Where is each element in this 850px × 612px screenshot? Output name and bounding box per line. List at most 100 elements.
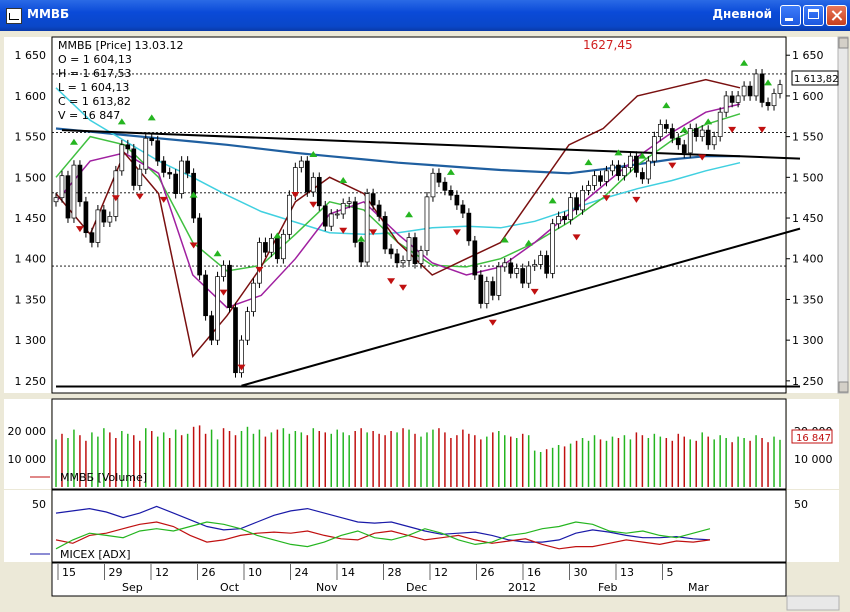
candle-body [657, 124, 663, 137]
price-panel [51, 36, 787, 394]
candle-body [257, 242, 262, 284]
buy-signal-arrow [213, 250, 222, 257]
candle-body [454, 194, 460, 206]
candle-body [292, 167, 298, 196]
buy-signal-arrow [548, 197, 557, 204]
last-price-box [791, 70, 839, 86]
timeframe-label: Дневной [712, 7, 772, 21]
scroll-up-arrow[interactable] [838, 37, 849, 49]
candle-body [95, 209, 101, 243]
candle-body [544, 255, 549, 274]
buy-signal-arrow [740, 59, 749, 66]
price-tick-right: 1 250 [792, 375, 824, 388]
sell-signal-arrow [728, 126, 737, 133]
sell-signal-arrow [452, 229, 461, 236]
candle-body [227, 264, 232, 308]
candle-body [556, 216, 561, 225]
buy-signal-arrow [764, 79, 773, 86]
candle-body [185, 160, 190, 174]
candle-body [412, 237, 418, 264]
scroll-down-arrow[interactable] [838, 381, 849, 393]
chart-app-icon[interactable] [6, 8, 22, 24]
trendline[interactable] [241, 227, 801, 387]
ohlc-info: ММВБ [Price] 13.03.12 O = 1 604,13 H = 1… [58, 39, 183, 122]
candle-body [263, 242, 268, 253]
candle-body [616, 164, 621, 177]
volume-tick-left: 20 000 [8, 425, 47, 438]
overlay-ema-20 [55, 103, 741, 309]
maximize-button[interactable] [803, 5, 824, 26]
candle-body [711, 136, 717, 146]
title-bar[interactable]: ММВБ Дневной [0, 0, 850, 31]
candle-body [460, 204, 466, 214]
buy-signal-arrow [614, 149, 623, 156]
info-title: ММВБ [Price] 13.03.12 [58, 39, 183, 52]
day-label: 10 [248, 566, 262, 579]
candle-body [675, 137, 681, 146]
day-label: 12 [155, 566, 169, 579]
candle-body [406, 237, 412, 261]
sell-signal-arrow [237, 364, 246, 371]
candle-body [592, 175, 597, 186]
buy-signal-arrow [405, 211, 414, 218]
candle-body [735, 95, 741, 103]
trendline[interactable] [61, 129, 801, 160]
buy-signal-arrow [638, 152, 647, 159]
candle-body [598, 175, 603, 182]
buy-signal-arrow [500, 236, 509, 243]
candle-body [239, 339, 244, 374]
candle-body [59, 175, 65, 199]
price-tick-left: 1 600 [15, 90, 47, 103]
left-volume-scale [4, 399, 51, 489]
candle-body [520, 268, 526, 284]
close-button[interactable] [826, 5, 847, 26]
day-label: 16 [527, 566, 541, 579]
month-label: Mar [688, 581, 709, 594]
sell-signal-arrow [111, 195, 120, 202]
price-tick-right: 1 300 [792, 334, 824, 347]
candle-body [167, 172, 173, 175]
candle-body [287, 194, 292, 235]
price-tick-left: 1 650 [15, 49, 47, 62]
buy-signal-arrow [273, 232, 282, 239]
info-high: H = 1 617,53 [58, 67, 131, 80]
price-tick-right: 1 500 [792, 171, 824, 184]
candle-body [304, 160, 310, 193]
price-tick-right: 1 350 [792, 293, 824, 306]
candle-body [394, 253, 400, 264]
candle-body [89, 232, 95, 243]
horizontal-scrollbar[interactable] [786, 595, 840, 611]
price-tick-right: 1 450 [792, 212, 824, 225]
buy-signal-arrow [117, 118, 126, 125]
vertical-scrollbar[interactable] [837, 36, 849, 394]
info-open: O = 1 604,13 [58, 53, 132, 66]
sell-signal-arrow [399, 284, 408, 291]
volume-tick-left: 10 000 [8, 453, 47, 466]
candle-body [376, 204, 382, 217]
candle-body [77, 164, 83, 203]
candle-body [484, 281, 490, 304]
buy-signal-arrow [357, 235, 366, 242]
day-label: 15 [62, 566, 76, 579]
price-tick-right: 1 550 [792, 131, 824, 144]
candle-body [436, 172, 442, 183]
candle-body [693, 128, 699, 137]
sell-signal-arrow [189, 242, 198, 249]
info-volume: V = 16 847 [58, 109, 120, 122]
adx-legend: MICEX [ADX] [60, 548, 131, 561]
buy-signal-arrow [446, 168, 455, 175]
price-tick-right: 1 650 [792, 49, 824, 62]
sell-signal-arrow [219, 289, 228, 296]
sell-signal-arrow [488, 319, 497, 326]
day-label: 30 [574, 566, 588, 579]
candle-body [119, 144, 125, 172]
candle-body [233, 307, 238, 374]
candle-body [538, 255, 544, 265]
minimize-button[interactable] [780, 5, 801, 26]
buy-signal-arrow [147, 114, 156, 121]
candle-body [472, 240, 478, 276]
candle-body [370, 193, 376, 206]
month-label: Feb [598, 581, 617, 594]
buy-signal-arrow [704, 118, 713, 125]
